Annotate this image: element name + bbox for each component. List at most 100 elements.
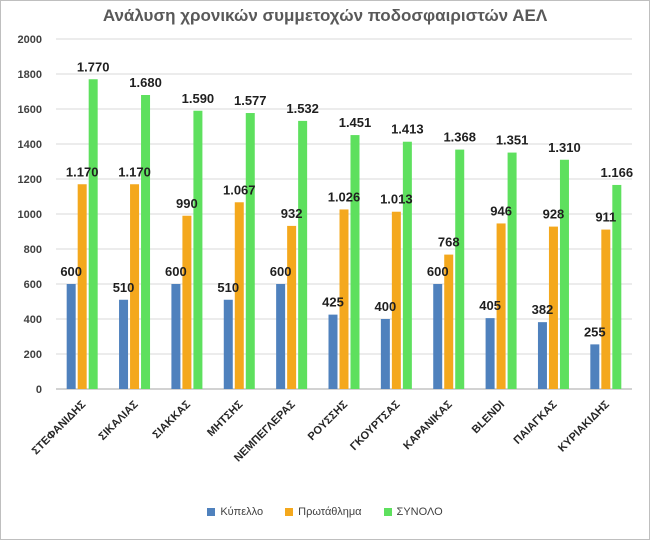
data-label: 510 [217,280,239,295]
bar [66,284,76,389]
data-label: 600 [427,264,449,279]
bar [433,284,443,389]
chart-title: Ανάλυση χρονικών συμμετοχών ποδοσφαιριστ… [102,6,548,25]
data-label: 600 [270,264,292,279]
data-label: 1.577 [234,93,267,108]
category-label: ΣΤΕΦΑΝΙΔΗΣ [30,398,89,457]
bar [590,344,600,389]
y-tick-label: 800 [24,244,42,256]
bar [141,95,151,389]
data-label: 1.351 [496,133,529,148]
category-label: ΚΥΡΙΑΚΙΔΗΣ [556,398,612,454]
bar [234,202,244,389]
legend-label: Πρωτάθλημα [298,506,362,518]
y-tick-label: 600 [24,279,42,291]
data-label: 600 [165,264,187,279]
bar [119,299,129,389]
bar [444,254,454,389]
y-tick-label: 0 [36,384,42,396]
category-label: ΓΚΟΥΡΤΣΑΣ [348,398,403,453]
y-tick-label: 1200 [18,174,42,186]
bar [507,152,517,389]
bar [193,110,203,389]
category-label: ΣΙΚΑΛΙΑΣ [96,398,140,442]
bar [601,229,611,389]
bar [380,319,390,389]
bar [276,284,286,389]
bar [245,113,255,390]
bar [339,209,349,389]
category-label: ΣΙΑΚΚΑΣ [151,398,194,441]
legend-label: ΣΥΝΟΛΟ [396,506,443,518]
bar [130,184,140,389]
bar [559,159,569,389]
legend-item: Κύπελλο [207,506,263,518]
bar [328,314,338,389]
data-label: 1.680 [129,75,162,90]
bar [402,141,412,389]
legend-label: Κύπελλο [220,506,264,518]
data-label: 255 [584,324,606,339]
bar [391,211,401,389]
bar [171,284,181,389]
data-label: 1.013 [380,192,413,207]
data-label: 1.170 [118,164,151,179]
bar [496,223,506,389]
data-label: 1.166 [601,165,634,180]
bar [455,149,465,389]
data-label: 600 [60,264,82,279]
data-label: 932 [281,206,303,221]
data-labels: 600 1.170 1.770 510 1.170 1.680 600 990 1.590 510… [60,59,633,339]
data-label: 928 [543,207,565,222]
data-label: 1.532 [286,101,319,116]
y-tick-label: 1000 [18,209,42,221]
legend: Κύπελλο Πρωτάθλημα ΣΥΝΟΛΟ [0,506,650,518]
bar [537,322,547,389]
data-label: 405 [479,298,501,313]
bar [298,120,308,390]
y-tick-label: 1600 [18,104,42,116]
data-label: 1.770 [77,59,110,74]
y-tick-label: 2000 [18,34,42,46]
bar [223,299,233,389]
category-label: ΚΑΡΑΝΙΚΑΣ [401,398,455,452]
y-tick-label: 1800 [18,69,42,81]
category-label: ΜΗΤΣΗΣ [205,398,246,439]
data-label: 990 [176,196,198,211]
y-tick-label: 200 [24,349,42,361]
bar [88,79,98,389]
bar [287,225,297,389]
bar [350,135,360,389]
data-label: 1.170 [66,164,99,179]
data-label: 1.067 [223,182,256,197]
data-label: 1.590 [182,91,215,106]
data-label: 425 [322,295,344,310]
data-label: 1.413 [391,122,424,137]
data-label: 1.368 [443,130,476,145]
y-axis-ticks: 0 200 400 600 800 1000 1200 1400 1600 1800 2000 [18,34,42,396]
data-label: 510 [113,280,135,295]
legend-swatch [207,508,216,516]
data-label: 400 [375,299,397,314]
bar [612,184,622,389]
data-label: 946 [490,203,512,218]
bar [182,215,192,389]
legend-item: Πρωτάθλημα [285,506,362,518]
legend-item: ΣΥΝΟΛΟ [383,506,443,518]
category-label: ΠΑΙΑΓΚΑΣ [511,398,559,446]
gridlines [56,38,632,390]
x-axis-categories: ΣΤΕΦΑΝΙΔΗΣ ΣΙΚΑΛΙΑΣ ΣΙΑΚΚΑΣ ΜΗΤΣΗΣΝΕΜΠΕΓΛΕΡ… [30,398,612,464]
bar [77,184,87,389]
legend-swatch [383,508,392,516]
bars [66,79,622,390]
bar [548,226,558,389]
legend-swatch [285,508,294,516]
data-label: 1.310 [548,140,581,155]
y-tick-label: 1400 [18,139,42,151]
bar [485,318,495,389]
category-label: ΡΟΥΣΣΗΣ [306,398,351,443]
category-label: BLENDI [470,399,507,436]
data-label: 382 [532,302,554,317]
